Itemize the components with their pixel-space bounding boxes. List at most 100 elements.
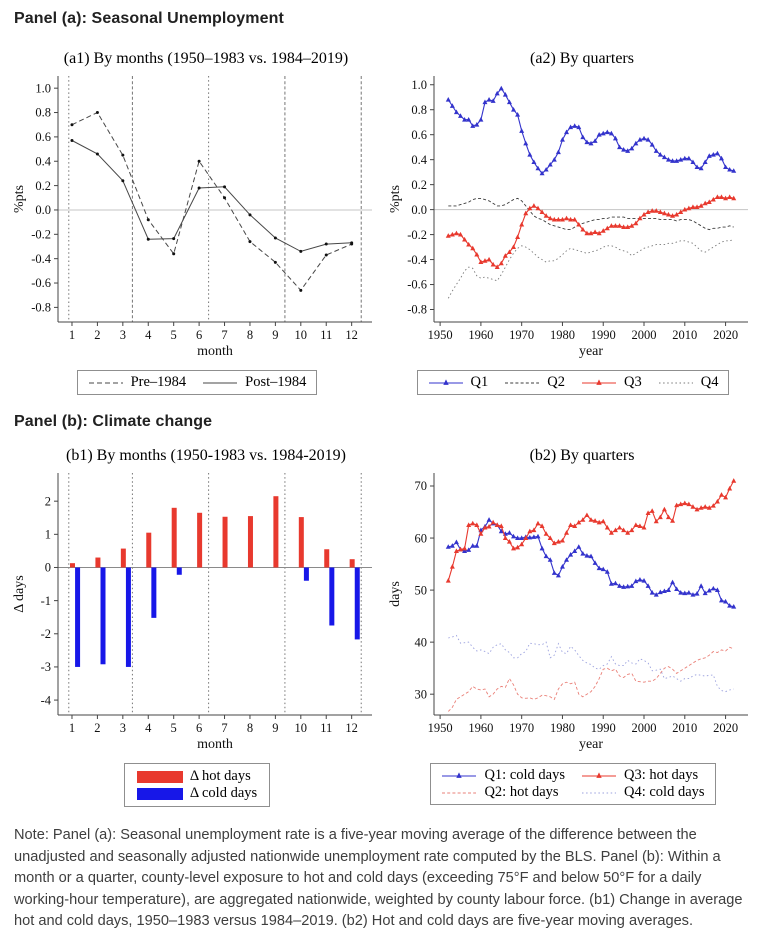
bar bbox=[329, 567, 335, 626]
bar bbox=[222, 516, 228, 568]
x-axis-title: month bbox=[197, 344, 233, 359]
bar bbox=[100, 567, 106, 665]
x-tick-label: 1960 bbox=[468, 328, 493, 342]
legend-label: Q1: cold days bbox=[484, 767, 565, 784]
y-tick-label: 50 bbox=[415, 583, 428, 597]
bar bbox=[75, 567, 81, 668]
x-tick-label: 1 bbox=[69, 721, 75, 735]
x-tick-label: 3 bbox=[120, 721, 126, 735]
panel-b-charts-row: (b1) By months (1950-1983 vs. 1984-2019)… bbox=[12, 445, 758, 808]
x-tick-label: 11 bbox=[320, 721, 332, 735]
b2-series-line-3 bbox=[448, 634, 734, 693]
b1-bars-1 bbox=[75, 567, 360, 668]
legend-label: Q4: cold days bbox=[624, 784, 705, 801]
bar bbox=[273, 496, 279, 568]
legend-item: Δ hot days bbox=[136, 768, 257, 785]
legend-swatch-line bbox=[203, 382, 238, 384]
b2-series-markers-0 bbox=[445, 517, 737, 609]
x-tick-label: 2020 bbox=[713, 721, 738, 735]
x-tick-label: 1980 bbox=[550, 328, 575, 342]
x-tick-label: 1950 bbox=[428, 328, 453, 342]
a2-series-line-1 bbox=[448, 197, 734, 231]
x-tick-label: 6 bbox=[196, 328, 202, 342]
bar bbox=[197, 512, 203, 568]
a2-series-line-3 bbox=[447, 239, 734, 299]
legend-swatch-line bbox=[442, 792, 477, 794]
chart-b2: (b2) By quarters 70 60 50 40 30 1950 1960 1970 1… bbox=[388, 445, 758, 806]
a1-legend: Pre–1984 Post–1984 bbox=[76, 370, 318, 396]
legend-swatch-line bbox=[582, 772, 616, 778]
x-tick-label: 1980 bbox=[550, 721, 575, 735]
y-tick-label: 0.0 bbox=[411, 203, 427, 217]
bar bbox=[349, 559, 355, 568]
legend-item: Q4 bbox=[658, 374, 718, 391]
x-tick-label: 8 bbox=[247, 328, 253, 342]
chart-a2-legend-wrap: Q1 Q2 Q3 Q4 bbox=[388, 370, 758, 396]
y-tick-label: 1.0 bbox=[411, 78, 427, 92]
legend-item: Δ cold days bbox=[136, 785, 257, 802]
bar bbox=[176, 567, 182, 575]
x-tick-label: 7 bbox=[221, 328, 227, 342]
legend-swatch-line bbox=[428, 378, 463, 385]
y-axis-title: Δ days bbox=[12, 575, 27, 612]
panel-a-charts-row: (a1) By months (1950–1983 vs. 1984–2019)… bbox=[12, 48, 758, 396]
y-tick-label: 1.0 bbox=[35, 81, 51, 95]
x-tick-label: 2010 bbox=[672, 328, 697, 342]
y-tick-label: 0.4 bbox=[411, 153, 427, 167]
bar bbox=[303, 567, 309, 581]
y-tick-label: -2 bbox=[41, 627, 51, 641]
legend-label: Q3 bbox=[624, 374, 642, 390]
x-tick-label: 4 bbox=[145, 328, 152, 342]
legend-swatch-line bbox=[88, 382, 123, 384]
x-tick-label: 1990 bbox=[591, 328, 616, 342]
bar bbox=[324, 549, 330, 568]
x-tick-label: 5 bbox=[171, 328, 177, 342]
legend-swatch-box bbox=[136, 770, 183, 783]
chart-b2-legend-wrap: Q1: cold days Q3: hot days Q2: hot days Q4:… bbox=[388, 763, 758, 806]
legend-item: Q4: cold days bbox=[581, 784, 705, 801]
legend-swatch-box bbox=[136, 787, 183, 800]
b2-series-markers-1 bbox=[445, 478, 737, 583]
bar bbox=[95, 557, 101, 568]
x-tick-label: 4 bbox=[145, 721, 152, 735]
legend-swatch-line bbox=[582, 378, 616, 385]
bar bbox=[171, 507, 177, 568]
bar bbox=[298, 517, 304, 568]
x-axis-title: month bbox=[197, 737, 233, 752]
b1-bars-0 bbox=[69, 496, 355, 568]
y-tick-label: 0.8 bbox=[411, 103, 427, 117]
x-tick-label: 2 bbox=[94, 721, 100, 735]
y-tick-label: 0.2 bbox=[411, 178, 427, 192]
legend-label: Δ hot days bbox=[189, 768, 251, 785]
y-tick-label: -1 bbox=[41, 594, 51, 608]
legend-label: Q1 bbox=[470, 374, 489, 390]
x-tick-label: 5 bbox=[171, 721, 177, 735]
a2-legend: Q1 Q2 Q3 Q4 bbox=[416, 370, 730, 396]
panel-a-heading: Panel (a): Seasonal Unemployment bbox=[14, 10, 284, 27]
y-tick-label: -0.8 bbox=[407, 303, 427, 317]
y-tick-label: -3 bbox=[41, 660, 51, 674]
legend-swatch-line bbox=[442, 772, 477, 778]
x-tick-label: 2 bbox=[94, 328, 100, 342]
legend-label: Q2 bbox=[547, 374, 565, 390]
y-tick-label: 0.8 bbox=[35, 106, 51, 120]
figure-note: Note: Panel (a): Seasonal unemployment r… bbox=[14, 827, 743, 930]
legend-item: Q1: cold days bbox=[441, 767, 565, 784]
chart-a2-title: (a2) By quarters bbox=[530, 50, 634, 67]
x-tick-label: 6 bbox=[196, 721, 202, 735]
legend-item: Post–1984 bbox=[202, 374, 306, 391]
x-tick-label: 11 bbox=[320, 328, 332, 342]
bar bbox=[354, 567, 360, 640]
y-tick-label: -0.4 bbox=[407, 253, 428, 267]
x-tick-label: 8 bbox=[247, 721, 253, 735]
x-tick-label: 9 bbox=[272, 721, 278, 735]
legend-swatch-line bbox=[658, 382, 693, 384]
y-tick-label: -0.2 bbox=[31, 228, 51, 242]
a2-series-markers-2 bbox=[445, 194, 737, 269]
bar bbox=[125, 567, 131, 668]
x-tick-label: 1990 bbox=[591, 721, 616, 735]
